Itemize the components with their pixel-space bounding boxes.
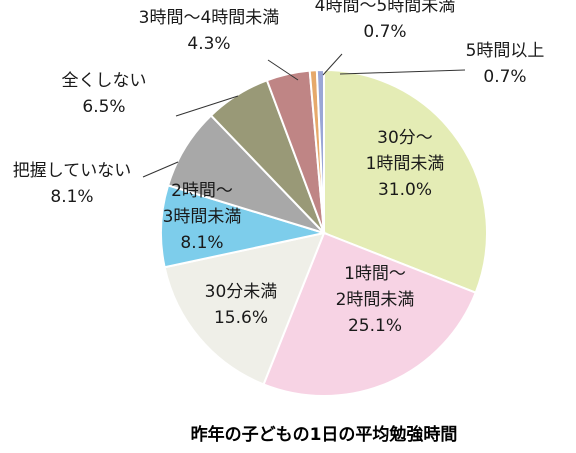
leader-line-7 — [322, 53, 343, 76]
slice-label-8-0: 5時間以上 — [466, 41, 545, 61]
slice-labels: 30分～ 1時間未満 31.0% 1時間～ 2時間未満 25.1% 30分未満 15.6% 2時… — [13, 0, 545, 336]
pie-slice-2 — [163, 231, 326, 386]
leader-lines — [142, 53, 466, 178]
slice-label-0-1: 1時間未満 — [366, 154, 445, 174]
slice-label-0-0: 30分～ — [377, 128, 433, 148]
pie-slices — [160, 68, 488, 398]
slice-label-3-1: 3時間未満 — [163, 207, 242, 227]
leader-line-8 — [339, 69, 466, 75]
slice-label-5-0: 全くしない — [62, 71, 147, 91]
slice-pct-1: 25.1% — [348, 316, 402, 336]
slice-label-7-0: 4時間～5時間未満 — [315, 0, 456, 16]
slice-label-1-0: 1時間～ — [344, 264, 406, 284]
slice-label-3-0: 2時間～ — [171, 181, 233, 201]
slice-pct-4: 8.1% — [50, 187, 93, 207]
slice-label-4-0: 把握していない — [13, 161, 132, 181]
slice-pct-0: 31.0% — [378, 180, 432, 200]
slice-label-1-1: 2時間未満 — [336, 290, 415, 310]
slice-label-6-0: 3時間～4時間未満 — [139, 8, 280, 28]
slice-pct-6: 4.3% — [187, 34, 230, 54]
slice-pct-5: 6.5% — [82, 97, 125, 117]
slice-pct-7: 0.7% — [363, 22, 406, 42]
pie-slice-8 — [315, 68, 325, 234]
leader-line-5 — [175, 95, 239, 117]
pie-slice-0 — [323, 68, 488, 295]
pie-slice-1 — [262, 231, 477, 398]
slice-pct-2: 15.6% — [214, 308, 268, 328]
slice-pct-8: 0.7% — [483, 67, 526, 87]
slice-label-2-0: 30分未満 — [205, 282, 278, 302]
leader-line-4 — [142, 161, 179, 178]
chart-title: 昨年の子どもの1日の平均勉強時間 — [191, 424, 458, 445]
leader-line-6 — [267, 59, 299, 81]
slice-pct-3: 8.1% — [180, 233, 223, 253]
